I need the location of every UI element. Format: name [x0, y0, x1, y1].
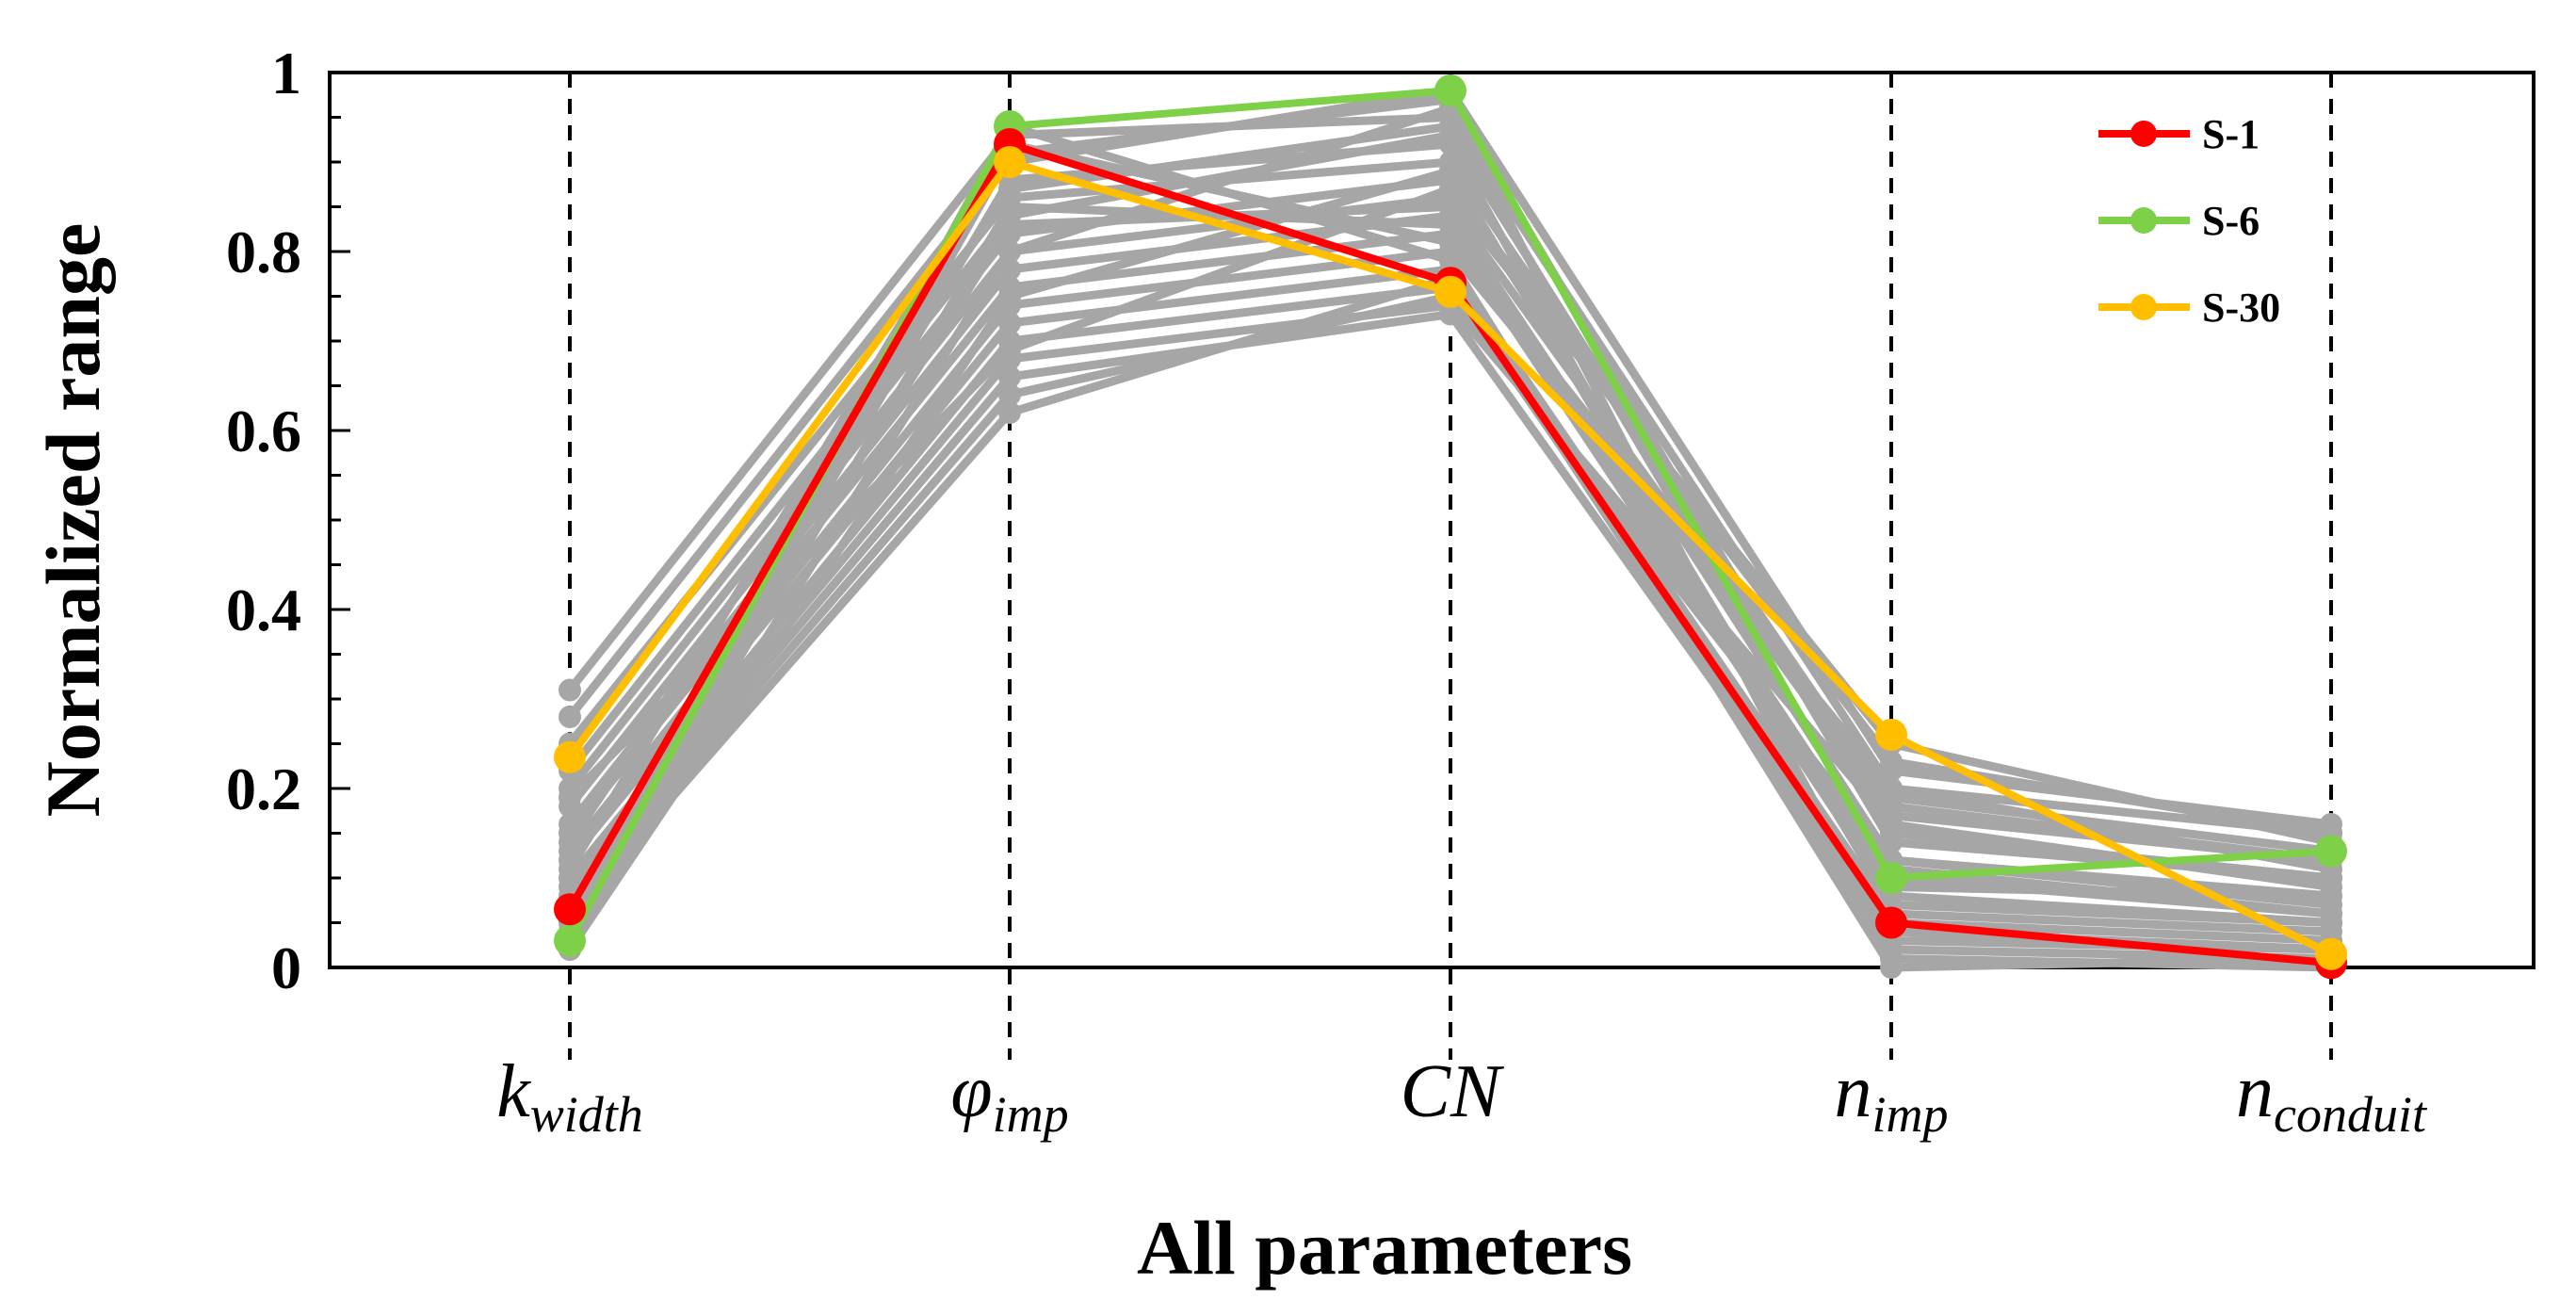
background-series-point: [1439, 177, 1462, 201]
series-point-s-6: [554, 924, 586, 957]
x-category-label: kwidth: [496, 1050, 643, 1143]
background-series-point: [559, 857, 581, 881]
background-series-point: [1880, 804, 1903, 827]
highlight-series: [554, 74, 2347, 980]
background-series-point: [1439, 195, 1462, 219]
x-category-label: φimp: [950, 1050, 1068, 1143]
x-category-label: CN: [1401, 1050, 1505, 1133]
category-symbol: φ: [950, 1050, 992, 1133]
background-series-point: [1880, 831, 1903, 853]
background-series-point: [2320, 867, 2342, 889]
series-point-s-30: [994, 146, 1026, 178]
series-point-s-6: [1875, 862, 1907, 894]
y-axis-ticks: 0 0.2 0.4 0.6 0.8 1: [226, 40, 350, 1001]
background-series-point: [1439, 231, 1462, 254]
background-series-point: [998, 366, 1021, 388]
category-subscript: imp: [1872, 1086, 1949, 1143]
series-point-s-30: [554, 740, 586, 773]
background-series-point: [559, 678, 581, 702]
legend-marker-s-30: [2130, 294, 2157, 320]
background-series-point: [559, 831, 581, 853]
background-series-point: [998, 284, 1021, 308]
background-series-point: [2320, 885, 2342, 907]
background-series-point: [559, 706, 581, 728]
background-series-point: [1439, 159, 1462, 183]
legend-label-s-30: S-30: [2202, 284, 2280, 331]
series-point-s-30: [1875, 719, 1907, 751]
y-tick-label: 1: [271, 40, 301, 106]
background-series-point: [998, 338, 1021, 362]
series-point-s-30: [1434, 275, 1466, 308]
background-series-point: [1439, 115, 1462, 138]
x-category-labels: kwidth φimp CN nimp nconduit: [496, 1050, 2428, 1143]
category-symbol: n: [2236, 1050, 2274, 1133]
background-series-point: [998, 401, 1021, 424]
y-tick-label: 0: [271, 934, 301, 1001]
background-series-point: [998, 213, 1021, 236]
background-series-point: [2320, 902, 2342, 925]
x-category-label: nconduit: [2236, 1050, 2428, 1143]
series-point-s-1: [1875, 906, 1907, 939]
series-point-s-6: [2315, 835, 2347, 868]
background-series-point: [1880, 956, 1903, 979]
category-symbol: n: [1835, 1050, 1872, 1133]
legend-label-s-1: S-1: [2202, 111, 2260, 157]
y-tick-label: 0.2: [226, 755, 301, 822]
background-series-point: [998, 240, 1021, 263]
series-point-s-6: [1434, 74, 1466, 106]
category-symbol: k: [496, 1050, 531, 1133]
x-category-label: nimp: [1835, 1050, 1949, 1143]
background-series-point: [998, 383, 1021, 406]
legend-marker-s-1: [2130, 121, 2157, 147]
x-axis-title: All parameters: [1137, 1205, 1632, 1291]
background-series-point: [1880, 750, 1903, 773]
legend: S-1 S-6 S-30: [2098, 111, 2280, 331]
series-point-s-30: [2315, 937, 2347, 970]
legend-label-s-6: S-6: [2202, 198, 2260, 244]
category-subscript: conduit: [2274, 1086, 2428, 1143]
series-point-s-1: [554, 893, 586, 926]
background-series-point: [998, 177, 1021, 201]
y-tick-label: 0.8: [226, 219, 301, 285]
y-tick-label: 0.4: [226, 577, 301, 643]
background-series-point: [998, 312, 1021, 334]
category-subscript: imp: [993, 1086, 1069, 1143]
y-tick-label: 0.6: [226, 398, 301, 464]
background-series-point: [559, 786, 581, 809]
category-symbol: CN: [1401, 1050, 1505, 1133]
background-series-point: [1439, 249, 1462, 272]
legend-marker-s-6: [2130, 207, 2157, 234]
y-axis-title: Normalized range: [30, 223, 116, 818]
category-subscript: width: [530, 1086, 643, 1143]
